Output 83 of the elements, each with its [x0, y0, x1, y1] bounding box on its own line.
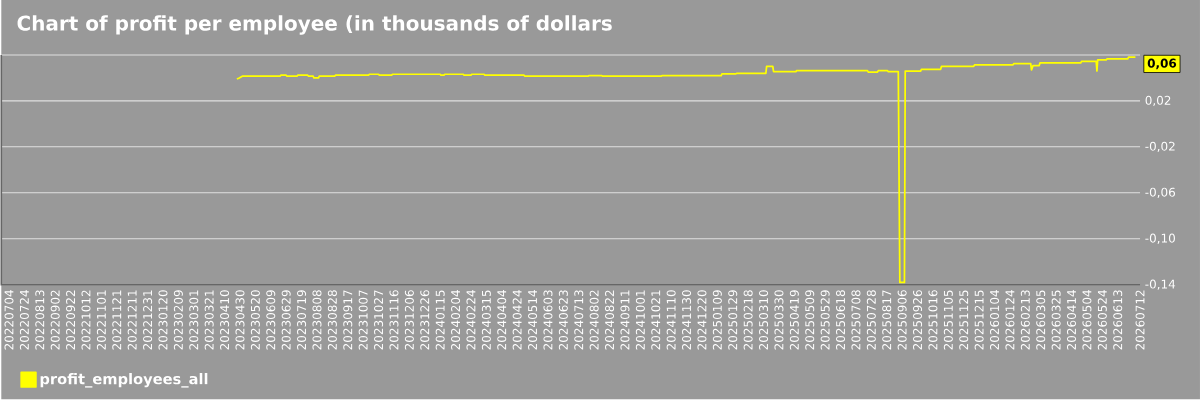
x-tick-label: 20230301	[189, 290, 199, 350]
x-tick-label: 20221211	[127, 290, 137, 350]
x-tick-label: 20231206	[404, 290, 414, 350]
x-tick-label: 20241001	[635, 290, 645, 350]
x-tick-label: 20250529	[820, 290, 830, 350]
x-tick-label: 20260414	[1066, 290, 1077, 350]
x-tick-label: 20230520	[250, 290, 260, 350]
x-tick-label: 20251016	[928, 290, 938, 350]
x-tick-label: 20250129	[728, 290, 738, 350]
x-tick-label: 20220922	[66, 290, 76, 350]
x-tick-label: 20250109	[712, 290, 722, 350]
x-tick-label: 20250419	[789, 290, 799, 350]
x-tick-label: 20251105	[943, 290, 953, 350]
x-tick-label: 20231226	[420, 290, 430, 350]
x-tick-label: 20240623	[558, 290, 568, 350]
x-tick-label: 20231027	[374, 290, 384, 350]
x-tick-label: 20231116	[389, 290, 399, 350]
x-tick-label: 20240115	[435, 290, 445, 350]
x-tick-label: 20220704	[4, 290, 14, 350]
x-tick-label: 20250310	[759, 290, 769, 350]
x-tick-label: 20260613	[1113, 290, 1123, 350]
y-tick-label: 0,02	[1145, 95, 1171, 107]
x-tick-label: 20250509	[805, 290, 815, 350]
x-tick-label: 20231007	[358, 290, 368, 350]
x-tick-label: 20221101	[96, 290, 106, 350]
x-tick-label: 20260712	[1135, 290, 1145, 350]
x-tick-label: 20220902	[50, 290, 60, 350]
x-tick-label: 20240911	[620, 290, 630, 350]
x-tick-label: 20241220	[697, 290, 707, 350]
x-tick-label: 20230629	[281, 290, 291, 350]
x-tick-label: 20221231	[143, 290, 153, 350]
x-tick-label: 20230209	[173, 290, 183, 350]
x-tick-label: 20230120	[158, 290, 168, 350]
x-tick-label: 20250926	[913, 290, 923, 350]
x-tick-label: 20250330	[774, 290, 784, 350]
x-tick-label: 20240424	[512, 290, 522, 350]
y-tick-label: -0,02	[1145, 141, 1175, 153]
x-tick-label: 20230609	[266, 290, 276, 350]
x-tick-label: 20240315	[481, 290, 491, 350]
x-tick-label: 20250817	[882, 290, 892, 350]
chart-title: Chart of profit per employee (in thousands of dollars	[17, 15, 612, 35]
x-tick-label: 20260104	[990, 290, 1000, 350]
x-tick-label: 20250618	[836, 290, 846, 350]
x-tick-label: 20230917	[343, 290, 353, 350]
x-tick-label: 20240404	[497, 290, 507, 350]
x-tick-label: 20230808	[312, 290, 322, 350]
y-tick-label: -0,14	[1145, 279, 1176, 291]
x-tick-label: 20260213	[1020, 290, 1030, 350]
x-tick-label: 20240713	[574, 290, 584, 350]
x-tick-label: 20260124	[1005, 290, 1015, 350]
x-tick-label: 20251125	[959, 290, 969, 350]
x-tick-label: 20260325	[1051, 290, 1061, 350]
x-tick-label: 20250906	[897, 290, 907, 350]
y-tick-label: -0,06	[1145, 187, 1176, 199]
x-tick-label: 20260504	[1082, 290, 1092, 350]
x-tick-label: 20241110	[666, 290, 676, 350]
x-tick-label: 20230410	[220, 290, 230, 350]
x-tick-label: 20230719	[297, 290, 307, 350]
legend-label: profit_employees_all	[40, 373, 208, 388]
x-tick-label: 20250728	[866, 290, 876, 350]
x-tick-label: 20250218	[743, 290, 753, 350]
x-tick-label: 20240822	[605, 290, 615, 350]
x-tick-label: 20230321	[204, 290, 214, 350]
x-tick-label: 20260305	[1036, 290, 1046, 350]
x-tick-label: 20251215	[974, 290, 984, 350]
x-tick-label: 20240224	[466, 290, 476, 350]
y-tick-label: -0,10	[1145, 233, 1175, 245]
x-tick-label: 20260524	[1097, 290, 1107, 350]
x-tick-label: 20220813	[35, 290, 45, 350]
line-series	[236, 56, 1137, 284]
x-tick-label: 20241021	[651, 290, 661, 350]
x-tick-label: 20221121	[112, 290, 122, 350]
x-tick-label: 20240514	[528, 290, 538, 350]
annotation: 0,06	[1147, 58, 1177, 70]
x-tick-label: 20250708	[851, 290, 861, 350]
x-tick-label: 20220724	[19, 290, 29, 350]
x-tick-label: 20240204	[451, 290, 461, 350]
x-tick-label: 20221012	[81, 290, 91, 350]
x-tick-label: 20241130	[682, 290, 692, 350]
x-tick-label: 20240802	[589, 290, 599, 350]
x-tick-label: 20230430	[235, 290, 245, 350]
x-tick-label: 20240603	[543, 290, 553, 350]
x-tick-label: 20230828	[327, 290, 337, 350]
